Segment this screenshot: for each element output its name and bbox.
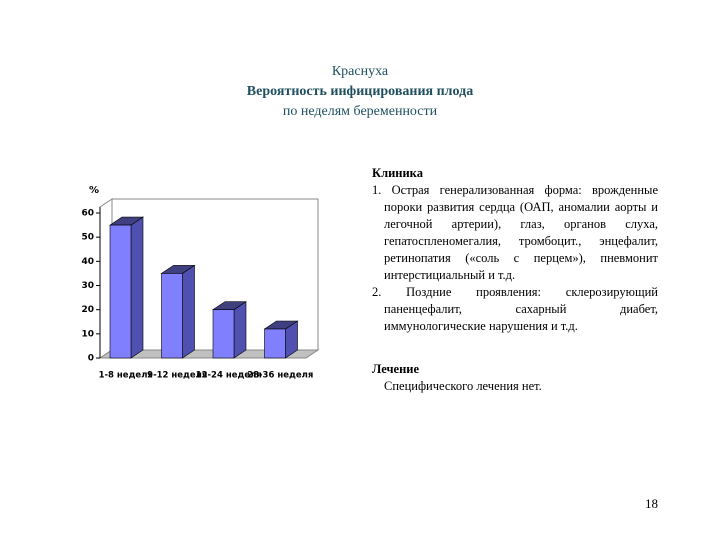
floor [98,349,320,359]
bar-side [182,264,195,359]
y-tick-label: 10 [81,329,94,339]
title-line: по неделям беременности [282,104,438,119]
y-tick-label: 0 [88,354,94,364]
x-tick-label: 9-12 неделя [147,371,207,381]
heading: Лечение [372,362,420,376]
y-tick-label: 50 [81,233,94,243]
bar [109,224,132,359]
x-tick-label: 28-36 неделя [247,371,313,381]
list-item: 2. Поздние проявления: склерозирующий па… [372,285,658,333]
y-axis-label: % [89,185,99,196]
bar [212,309,235,359]
y-tick-label: 30 [81,281,94,291]
x-tick-label: 1-8 неделя [99,371,153,381]
y-tick-label: 20 [81,305,94,315]
paragraph: Специфического лечения нет. [384,379,542,393]
list-item: 1. Острая генерализованная форма: врожде… [372,183,658,282]
title-line: Краснуха [331,64,389,79]
bar-side [233,301,247,359]
y-tick-label: 60 [81,209,94,219]
heading: Клиника [372,166,423,180]
bar [264,328,286,359]
text-column: Клиника 1. Острая генерализованная форма… [372,165,658,395]
x-tick-label: 12-24 неделя [196,371,262,381]
bar-side [130,216,144,359]
title-line: Вероятность инфицирования плода [246,84,474,99]
page-number: 18 [645,496,658,511]
y-tick-label: 40 [81,257,94,267]
bar [161,273,183,359]
